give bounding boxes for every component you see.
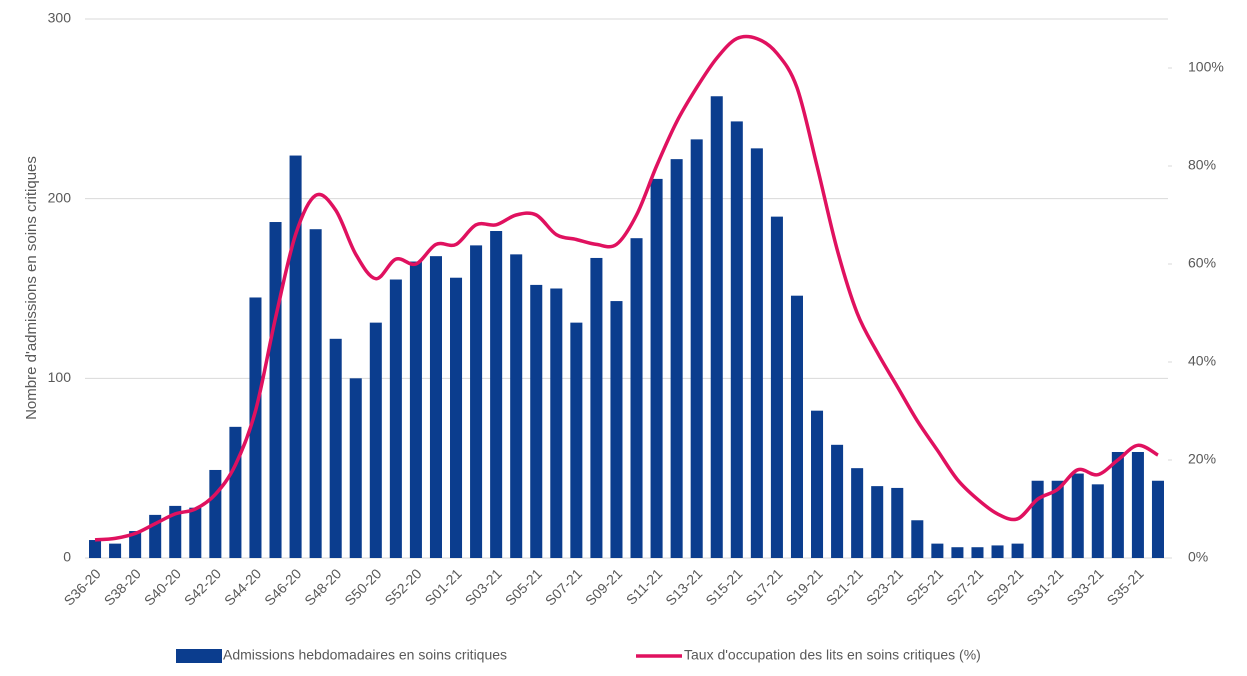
- x-tick-label: S09-21: [582, 565, 625, 608]
- x-tick-label: S03-21: [462, 565, 505, 608]
- bar: [510, 254, 523, 558]
- bar: [429, 256, 442, 558]
- y2-tick-label: 100%: [1188, 59, 1224, 75]
- bar: [570, 322, 583, 558]
- x-tick-label: S07-21: [542, 565, 585, 608]
- bar: [790, 295, 803, 558]
- bar: [470, 245, 483, 558]
- bar: [109, 543, 122, 558]
- x-tick-label: S48-20: [301, 565, 344, 608]
- bar: [871, 486, 884, 558]
- bar: [369, 322, 382, 558]
- x-tick-label: S11-21: [623, 565, 666, 608]
- bar: [450, 277, 463, 558]
- bar: [1131, 451, 1144, 558]
- bar: [1071, 473, 1084, 558]
- bar: [89, 540, 102, 558]
- bar: [590, 257, 603, 558]
- bar: [730, 121, 743, 558]
- bar: [309, 229, 322, 558]
- x-tick-label: S01-21: [422, 565, 465, 608]
- y-tick-label: 300: [48, 10, 72, 26]
- y-tick-label: 0: [63, 549, 71, 565]
- bar: [389, 279, 402, 558]
- x-tick-label: S38-20: [101, 565, 144, 608]
- x-tick-label: S31-21: [1023, 565, 1066, 608]
- x-tick-label: S42-20: [181, 565, 224, 608]
- x-tick-label: S21-21: [823, 565, 866, 608]
- bar: [269, 222, 282, 559]
- legend-label: Admissions hebdomadaires en soins critiq…: [223, 647, 507, 663]
- x-tick-label: S40-20: [141, 565, 184, 608]
- bar: [209, 469, 222, 558]
- x-tick-label: S46-20: [261, 565, 304, 608]
- bar: [971, 547, 984, 558]
- x-tick-label: S13-21: [662, 565, 705, 608]
- bar: [530, 284, 543, 558]
- bar: [710, 96, 723, 559]
- bar: [1091, 484, 1104, 558]
- x-tick-label: S33-21: [1063, 565, 1106, 608]
- y-tick-label: 100: [48, 369, 72, 385]
- bar: [1051, 480, 1064, 558]
- y2-tick-label: 0%: [1188, 549, 1208, 565]
- bar: [991, 545, 1004, 558]
- x-tick-label: S17-21: [742, 565, 785, 608]
- y2-tick-label: 20%: [1188, 451, 1216, 467]
- bar: [951, 547, 964, 558]
- x-tick-label: S19-21: [783, 565, 826, 608]
- bar: [490, 231, 503, 559]
- x-tick-label: S35-21: [1103, 565, 1146, 608]
- bar: [750, 148, 763, 559]
- y-tick-label: 200: [48, 189, 72, 205]
- x-tick-label: S25-21: [903, 565, 946, 608]
- bar: [811, 410, 824, 558]
- bar: [1111, 451, 1124, 558]
- x-tick-label: S44-20: [221, 565, 264, 608]
- bar: [931, 543, 944, 558]
- bar: [289, 155, 302, 558]
- x-tick-label: S23-21: [863, 565, 906, 608]
- x-tick-label: S50-20: [341, 565, 384, 608]
- bar: [329, 338, 342, 558]
- line: [94, 34, 1159, 542]
- x-tick-label: S36-20: [61, 565, 104, 608]
- bar: [770, 216, 783, 558]
- bar: [1031, 480, 1044, 558]
- bar: [1011, 543, 1024, 558]
- bar: [129, 531, 142, 558]
- bar: [550, 288, 563, 558]
- y2-tick-label: 60%: [1188, 255, 1216, 271]
- bar: [690, 139, 703, 559]
- bar: [409, 261, 422, 558]
- bar: [1151, 480, 1164, 558]
- bar: [891, 487, 904, 558]
- bar: [349, 378, 362, 558]
- bar: [229, 426, 242, 558]
- bar: [831, 444, 844, 558]
- bar: [650, 178, 663, 559]
- y-axis-title: Nombre d'admissions en soins critiques: [23, 156, 40, 420]
- bar: [610, 301, 623, 558]
- legend-label: Taux d'occupation des lits en soins crit…: [684, 647, 981, 663]
- x-tick-label: S05-21: [502, 565, 545, 608]
- x-tick-label: S52-20: [381, 565, 424, 608]
- bar: [249, 297, 262, 558]
- y2-tick-label: 40%: [1188, 353, 1216, 369]
- bar: [911, 520, 924, 558]
- bar: [670, 159, 683, 558]
- x-tick-label: S29-21: [983, 565, 1026, 608]
- bar: [630, 238, 643, 558]
- y2-tick-label: 80%: [1188, 157, 1216, 173]
- x-tick-label: S27-21: [943, 565, 986, 608]
- bar: [851, 468, 864, 558]
- bar: [189, 507, 202, 558]
- x-tick-label: S15-21: [702, 565, 745, 608]
- legend-swatch: [176, 649, 222, 663]
- bar: [169, 505, 182, 558]
